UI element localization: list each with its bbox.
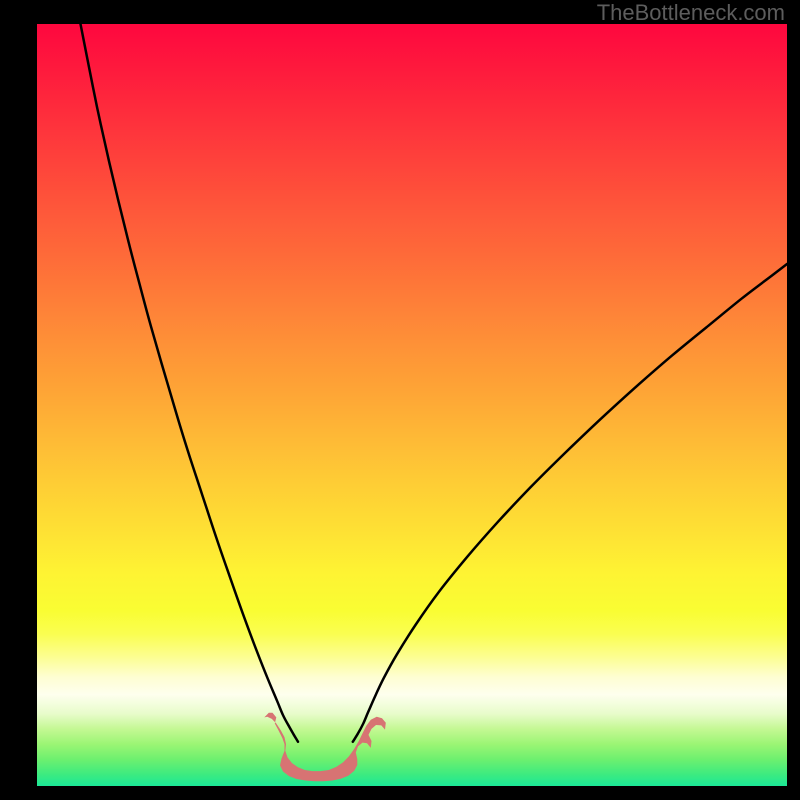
bottleneck-curve-left	[81, 24, 299, 742]
splash-shape	[264, 713, 386, 782]
bottleneck-curve-right	[353, 264, 787, 742]
chart-overlay	[0, 0, 800, 800]
